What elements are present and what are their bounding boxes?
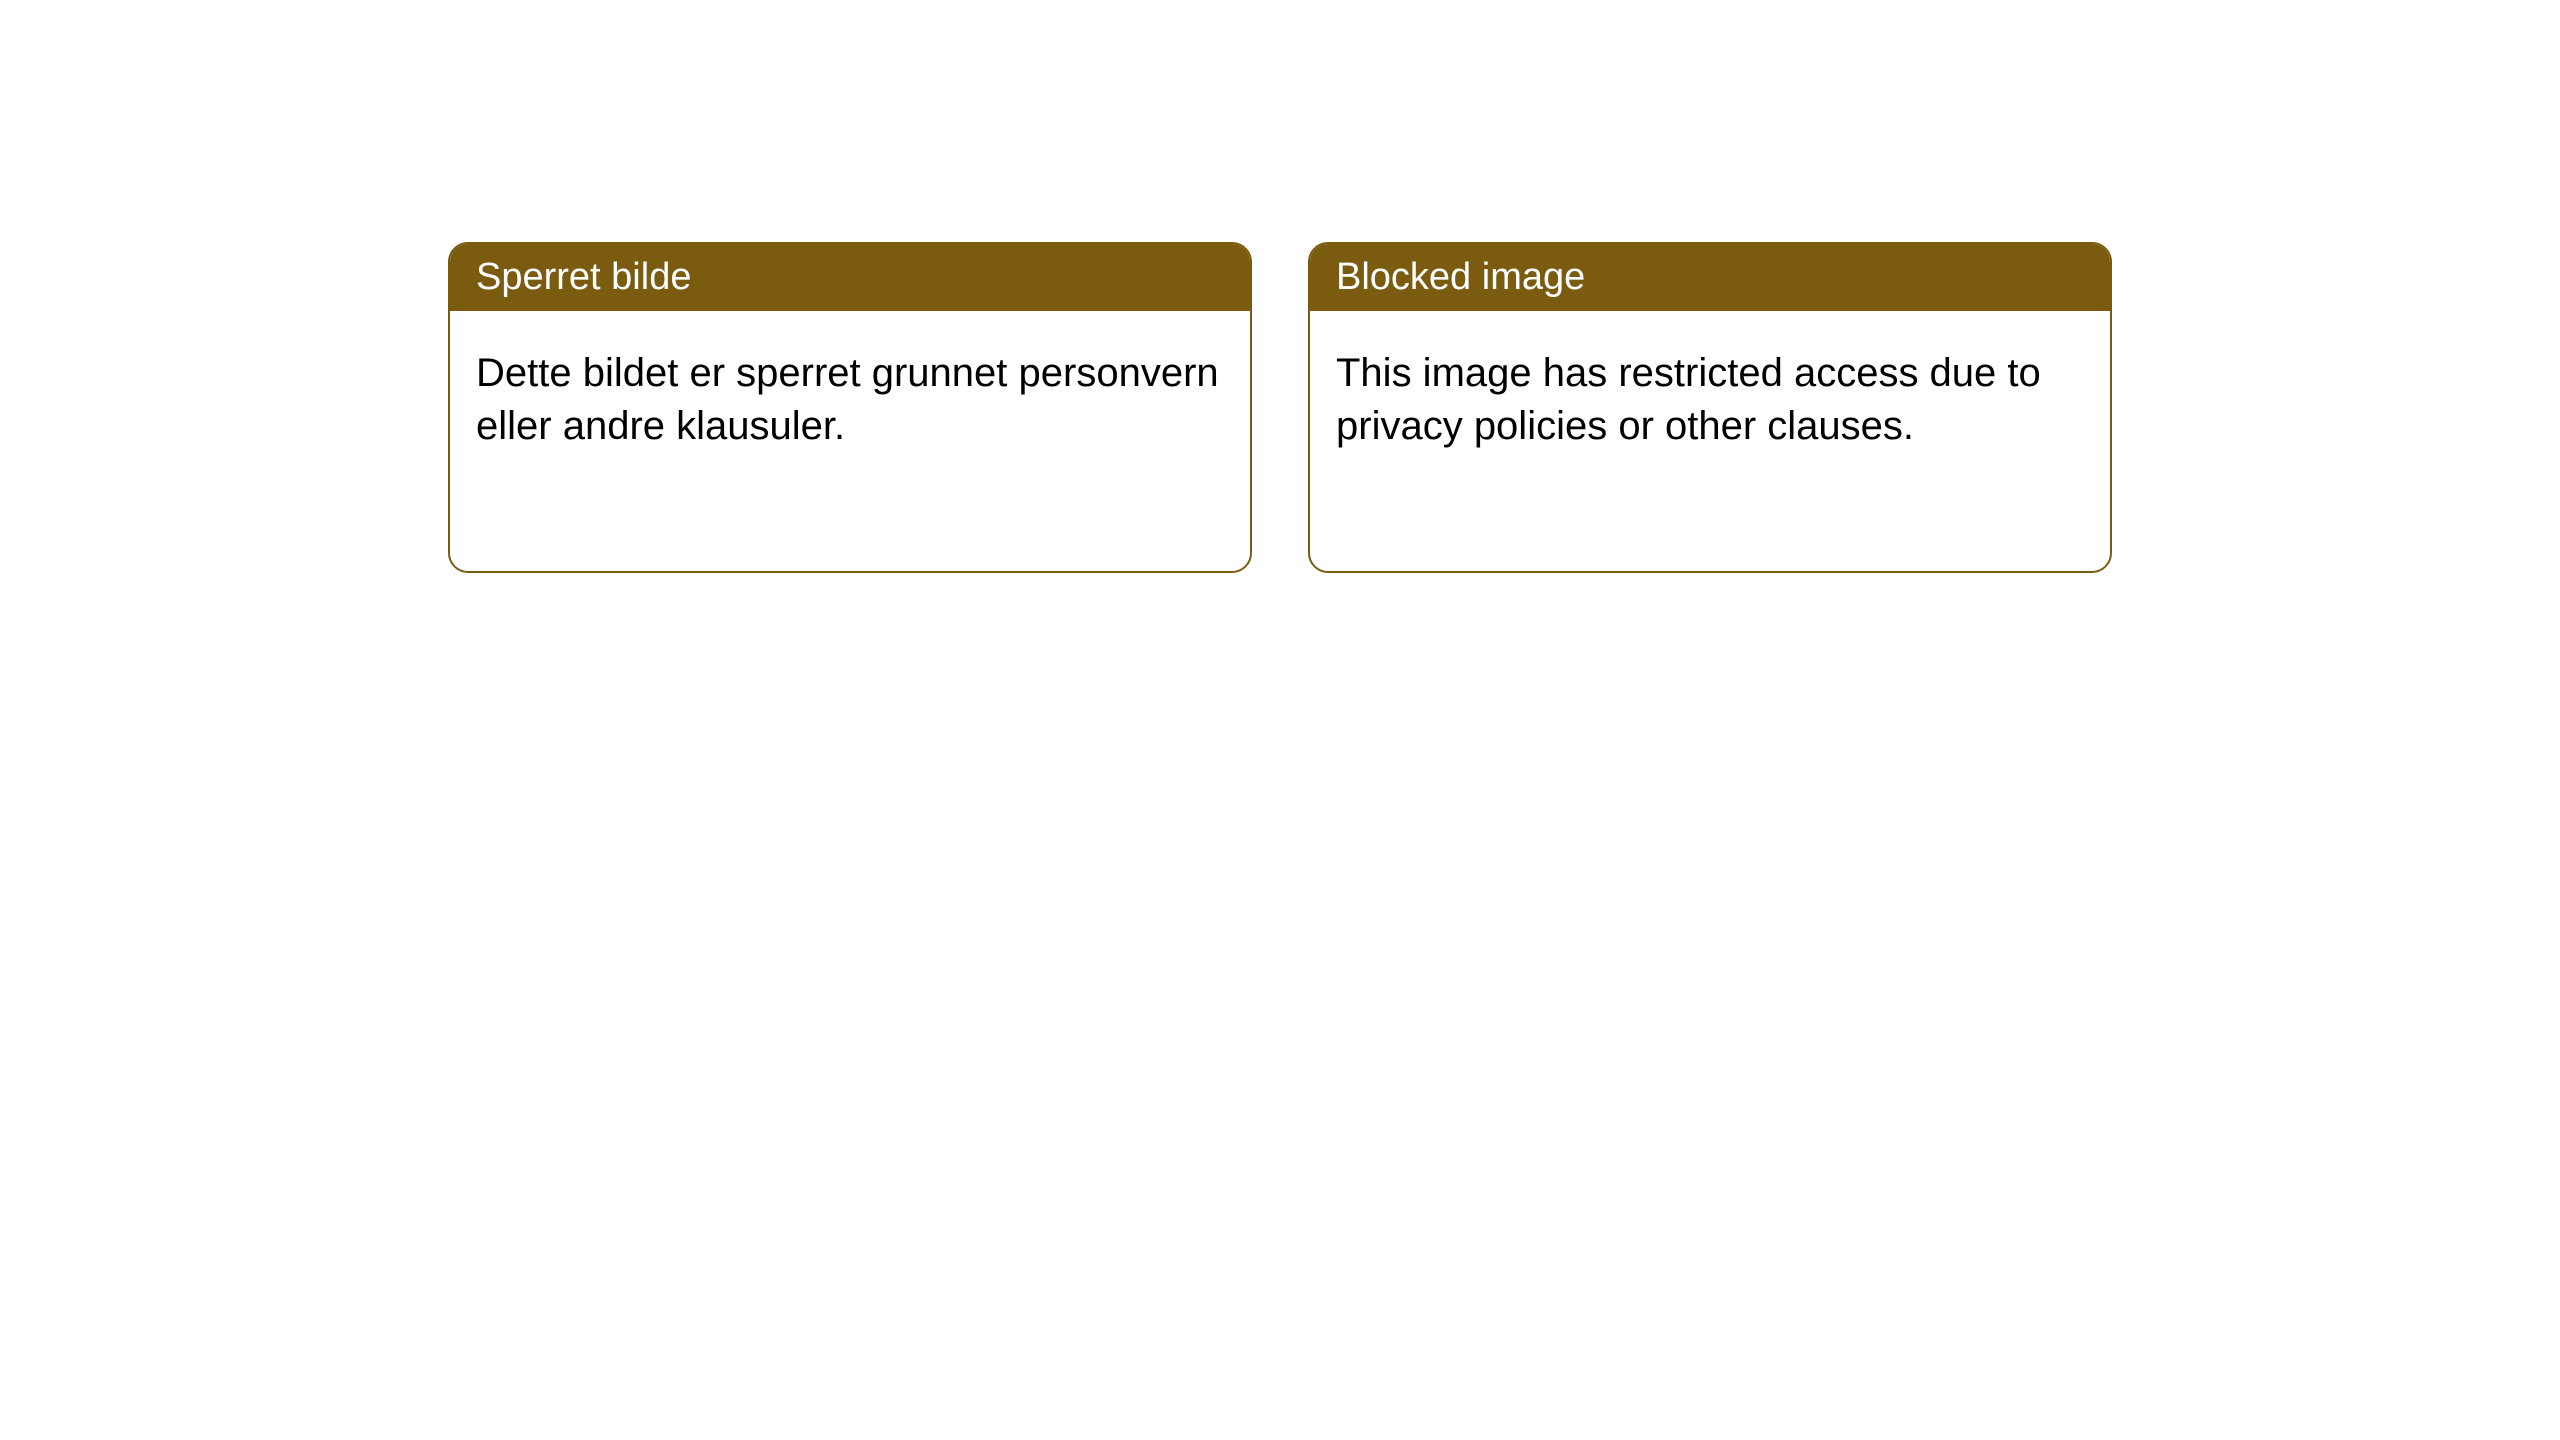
notice-body: Dette bildet er sperret grunnet personve…: [450, 311, 1250, 571]
notice-title: Sperret bilde: [450, 244, 1250, 311]
notice-title: Blocked image: [1310, 244, 2110, 311]
notice-card-english: Blocked image This image has restricted …: [1308, 242, 2112, 573]
notice-container: Sperret bilde Dette bildet er sperret gr…: [0, 0, 2560, 573]
notice-card-norwegian: Sperret bilde Dette bildet er sperret gr…: [448, 242, 1252, 573]
notice-body: This image has restricted access due to …: [1310, 311, 2110, 571]
